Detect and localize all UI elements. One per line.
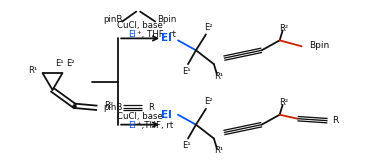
Text: Bpin: Bpin [310,41,330,50]
Text: E¹: E¹ [182,141,191,150]
Text: E²: E² [204,23,212,32]
Text: El: El [128,30,136,39]
Text: pinB: pinB [103,15,122,24]
Text: ⁺, THF, rt: ⁺, THF, rt [137,30,176,39]
Text: ⁺,THF, rt: ⁺,THF, rt [137,121,174,130]
Text: pinB: pinB [103,103,122,112]
Text: R¹: R¹ [214,72,223,81]
Text: E¹: E¹ [55,59,64,68]
Text: R²: R² [104,101,113,110]
Text: Bpin: Bpin [157,15,177,24]
Text: E²: E² [66,59,75,68]
Text: R: R [148,103,154,112]
Text: R²: R² [279,24,288,33]
Text: E²: E² [204,97,212,106]
Text: R¹: R¹ [28,66,37,75]
Text: R²: R² [279,98,288,107]
Text: CuCl, base: CuCl, base [117,112,163,121]
Text: El: El [128,121,136,130]
Text: R: R [332,116,339,125]
Text: El: El [161,110,172,120]
Text: CuCl, base: CuCl, base [117,21,163,30]
Text: El: El [161,33,172,43]
Text: E¹: E¹ [182,67,191,76]
Text: R¹: R¹ [214,146,223,155]
